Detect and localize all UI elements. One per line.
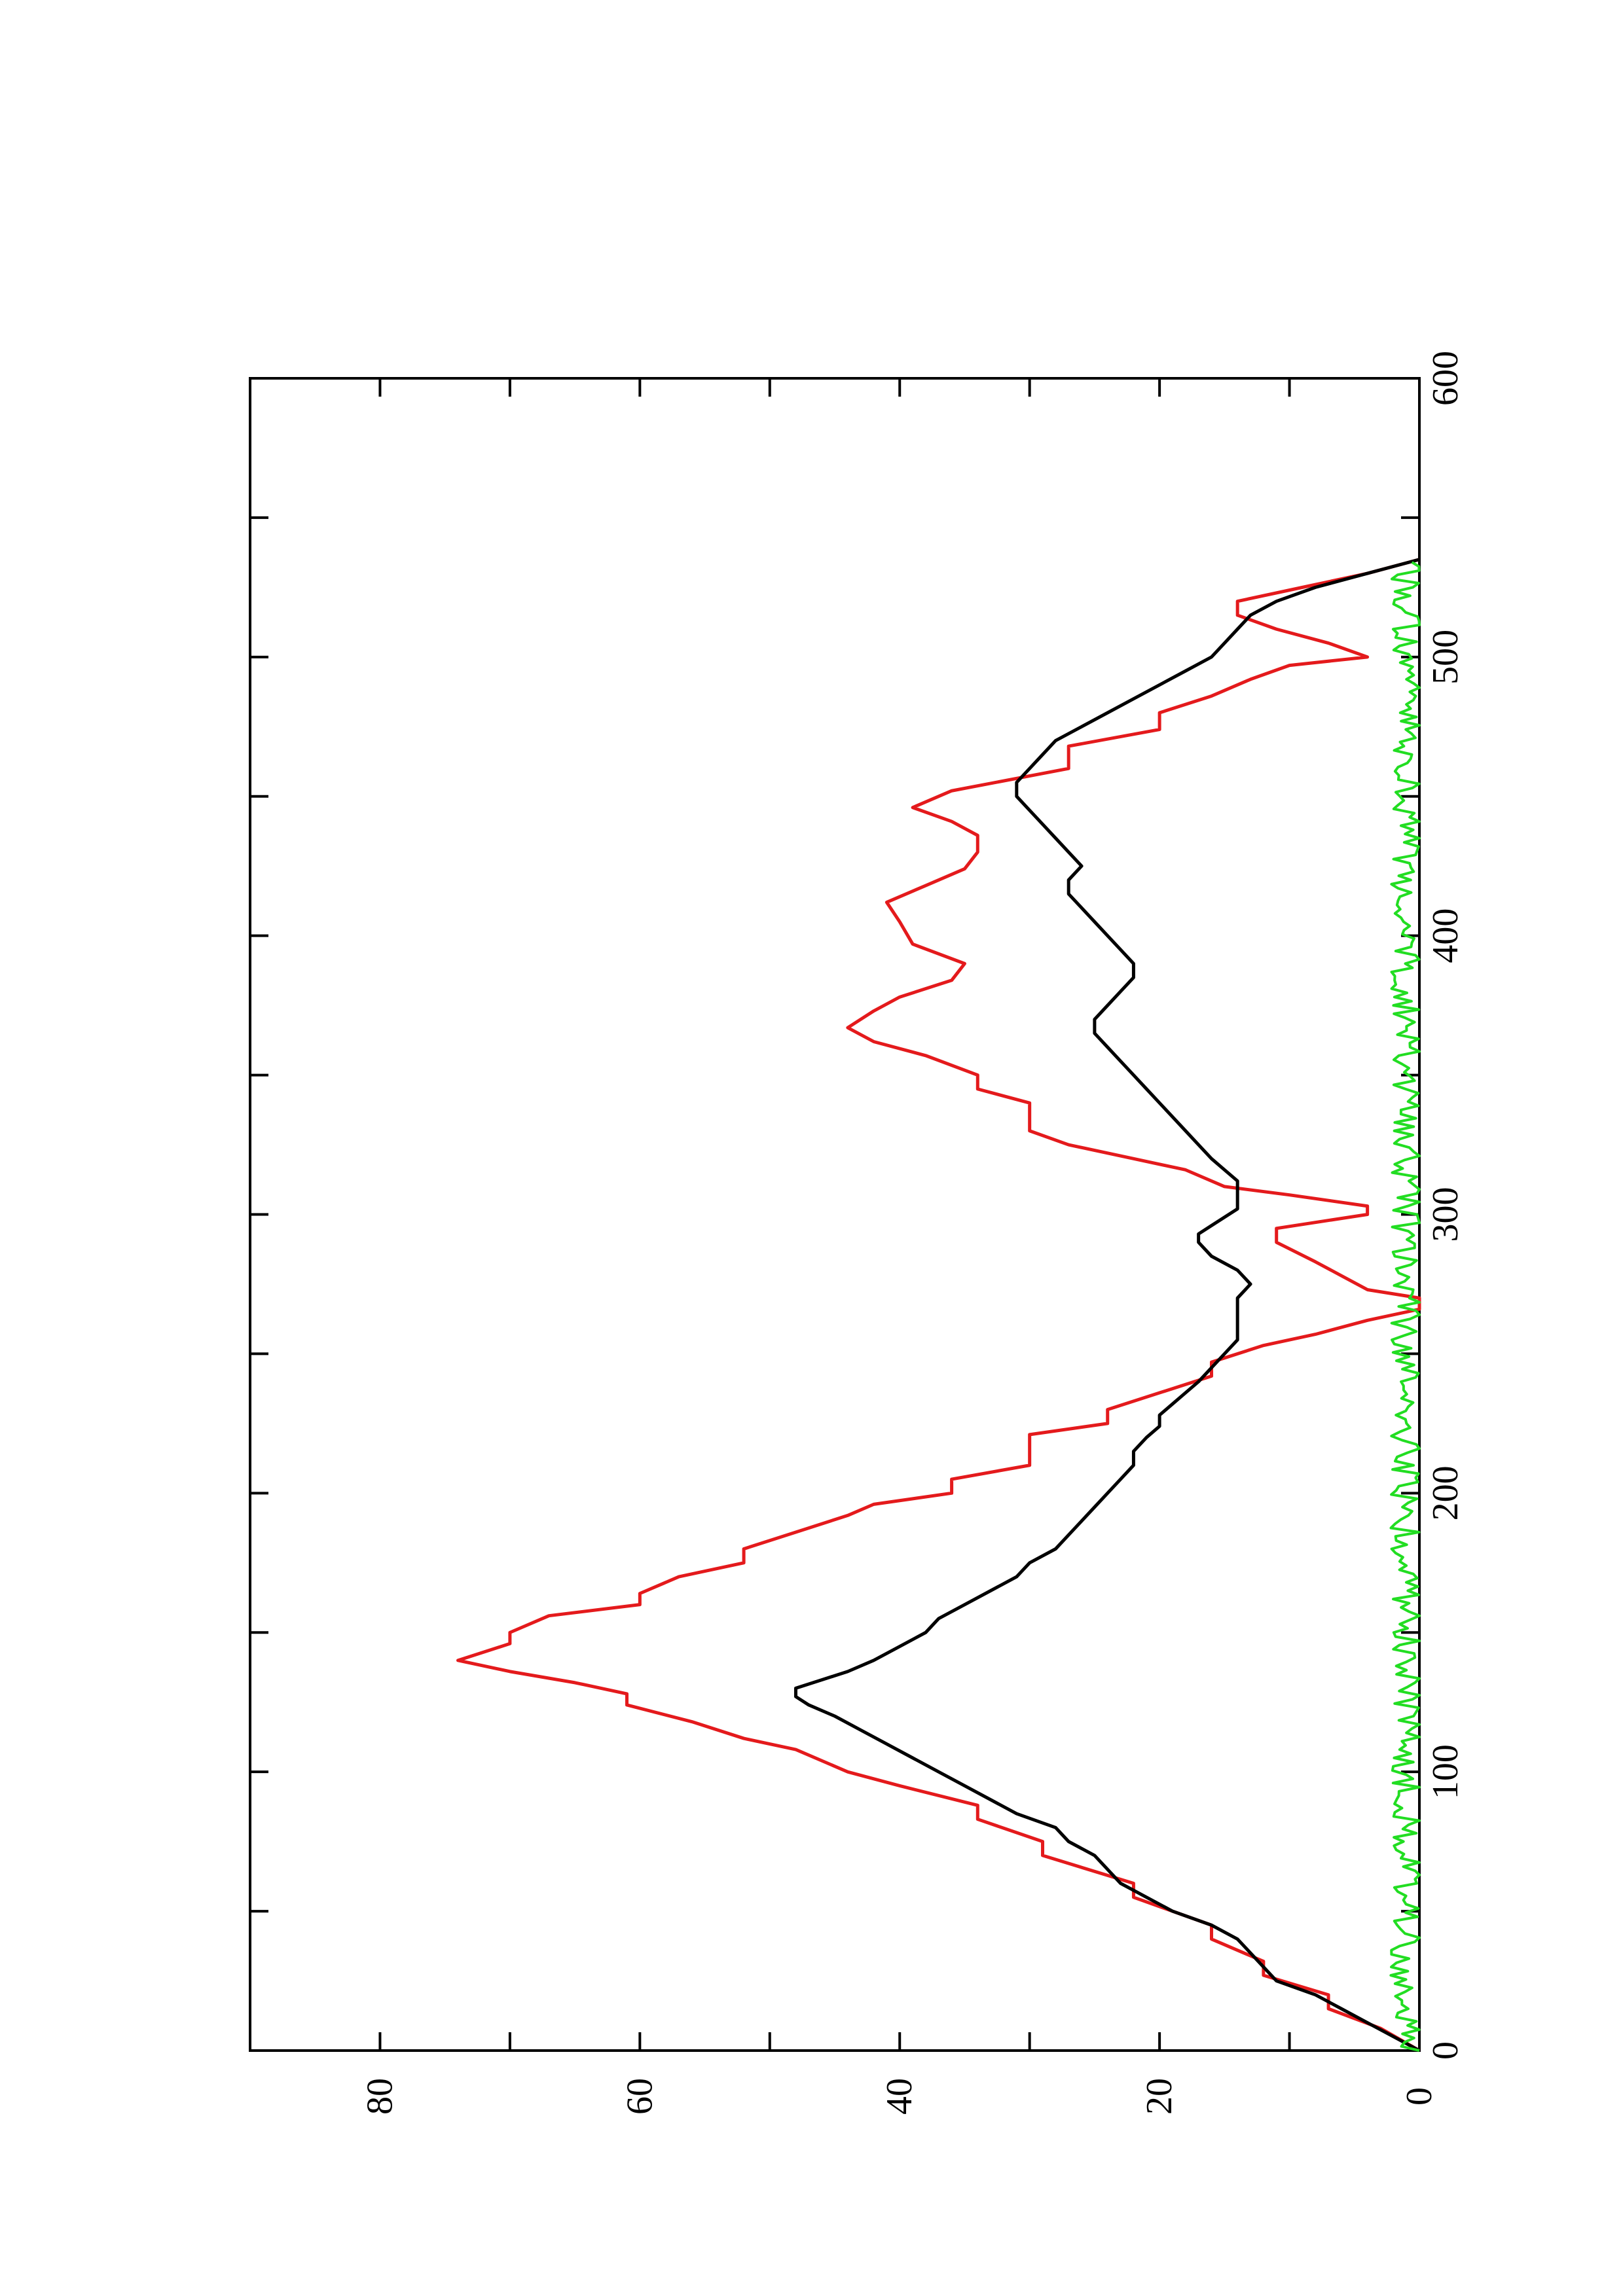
x-tick-label: 600 [1425,351,1466,406]
tick-labels: 0 100 200 300 400 500 600 0 20 40 60 80 [359,351,1466,2115]
x-tick-label: 0 [1425,2041,1466,2060]
x-tick-label: 200 [1425,1465,1466,1520]
series-line-1 [456,558,1421,2053]
tick-marks [249,377,1421,2052]
y-tick-label: 0 [1399,2087,1440,2106]
y-tick-label: 60 [619,2078,660,2115]
series-line-3 [1389,561,1421,2052]
plot-frame [249,377,1421,2052]
series-group [456,558,1421,2053]
x-tick-label: 300 [1425,1187,1466,1242]
y-tick-label: 80 [359,2078,400,2115]
y-tick-label: 40 [879,2078,920,2115]
y-tick-label: 20 [1139,2078,1180,2115]
x-tick-label: 100 [1425,1744,1466,1799]
x-tick-label: 400 [1425,908,1466,963]
x-tick-label: 500 [1425,630,1466,685]
series-line-2 [793,558,1421,2053]
